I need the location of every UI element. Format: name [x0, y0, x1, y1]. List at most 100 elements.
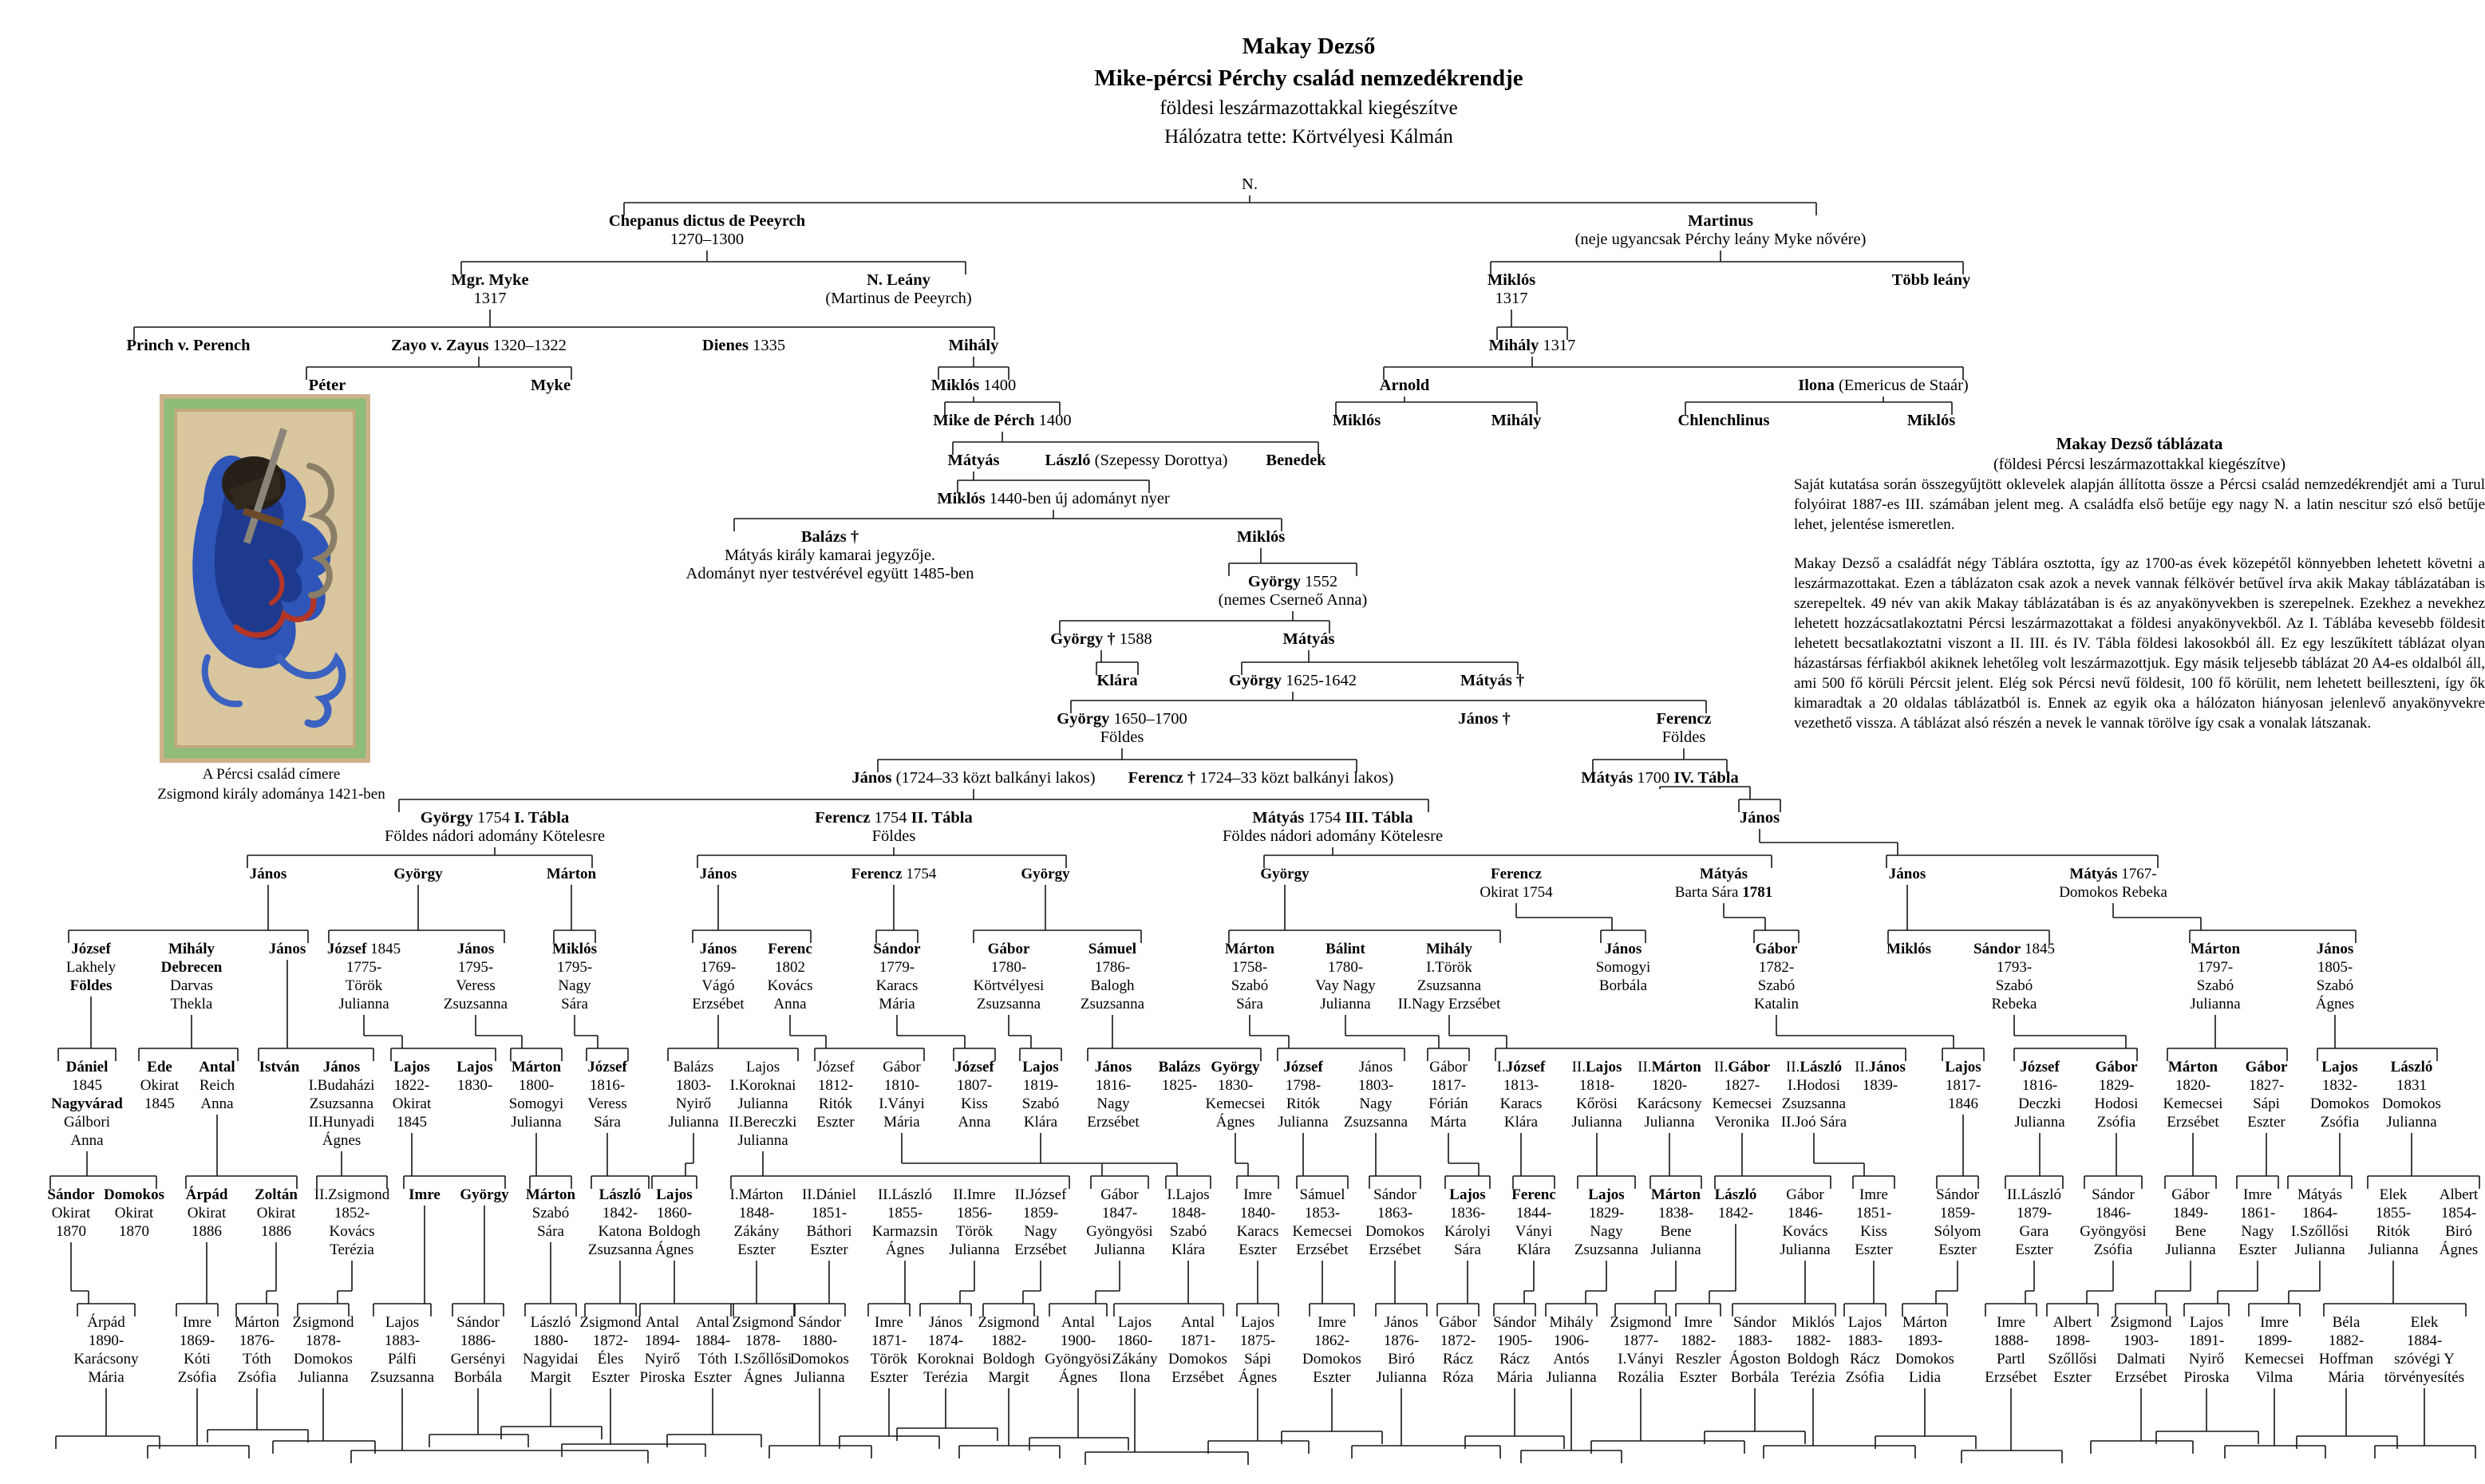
- person-node-d21: Lajos 1836- Károlyi Sára: [1444, 1186, 1491, 1258]
- person-node-c3: Antal Reich Anna: [199, 1059, 235, 1112]
- crest-caption-line1: A Pércsi család címere: [202, 766, 341, 783]
- person-node-d24: Márton 1838- Bene Julianna: [1650, 1186, 1701, 1258]
- person-node-u26: Balázs † Mátyás király kamarai jegyzője. A…: [685, 528, 974, 582]
- person-node-b2: Mihály Debrecen Darvas Thekla: [160, 941, 223, 1012]
- person-node-e10: Antal 1884- Tóth Eszter: [693, 1314, 732, 1386]
- person-node-u13: Myke: [530, 377, 571, 394]
- person-node-u34: György 1650–1700 Földes: [1057, 710, 1187, 746]
- person-node-u25: Miklós 1440-ben új adományt nyer: [937, 490, 1170, 507]
- person-node-d18: Imre 1840- Karacs Eszter: [1236, 1186, 1279, 1258]
- chart-title-credit: Hálózatra tette: Körtvélyesi Kálmán: [1164, 126, 1453, 148]
- person-node-e7: László 1880- Nagyidai Margit: [523, 1314, 579, 1386]
- person-node-c29: József 1816- Deczki Julianna: [2014, 1059, 2065, 1131]
- person-node-c22: I.József 1813- Karacs Klára: [1496, 1059, 1546, 1131]
- person-node-u1: Chepanus dictus de Peeyrch 1270–1300: [608, 212, 806, 248]
- person-node-c8: Márton 1800- Somogyi Julianna: [508, 1059, 564, 1131]
- description-paragraph-2: Makay Dezső a családfát négy Táblára osz…: [1794, 555, 2485, 732]
- person-node-b13: Bálint 1780- Vay Nagy Julianna: [1315, 941, 1376, 1012]
- person-node-u32: György 1625-1642: [1229, 672, 1357, 689]
- person-node-d30: Sándor 1846- Gyöngyösi Zsófia: [2080, 1186, 2147, 1258]
- person-node-n0: N.: [1242, 176, 1258, 193]
- person-node-d3: Árpád Okirat 1886: [185, 1186, 228, 1240]
- person-node-u24: Benedek: [1266, 452, 1326, 469]
- person-node-c1: Dániel 1845 Nagyvárad Gálbori Anna: [51, 1059, 123, 1149]
- person-node-a9: Mátyás Barta Sára 1781: [1674, 866, 1773, 901]
- chart-title-main: Mike-pércsi Pérchy család nemzedékrendje: [1094, 65, 1523, 91]
- crest-caption: A Pércsi család címere Zsigmond király a…: [112, 764, 431, 804]
- person-node-b7: János 1769- Vágó Erzsébet: [692, 941, 745, 1012]
- person-node-c6: Lajos 1822- Okirat 1845: [392, 1059, 432, 1131]
- person-node-d32: Imre 1861- Nagy Eszter: [2238, 1186, 2277, 1258]
- person-node-b6: Miklós 1795- Nagy Sára: [552, 941, 597, 1012]
- person-node-u11: Mihály 1317: [1488, 337, 1576, 354]
- person-node-e19: Lajos 1875- Sápi Ágnes: [1238, 1314, 1278, 1386]
- person-node-d15: II.József 1859- Nagy Erzsébet: [1014, 1186, 1067, 1258]
- person-node-c4: István: [259, 1059, 300, 1076]
- person-node-u3: Mgr. Myke 1317: [451, 271, 529, 307]
- person-node-e29: Lajos 1883- Rácz Zsófia: [1845, 1314, 1885, 1386]
- chart-title-author: Makay Dezső: [1242, 34, 1376, 59]
- person-node-d11: I.Márton 1848- Zákány Eszter: [729, 1186, 784, 1258]
- person-node-c21: Gábor 1817- Fórián Márta: [1428, 1059, 1468, 1131]
- person-node-c32: Gábor 1827- Sápi Eszter: [2245, 1059, 2288, 1131]
- person-node-c14: József 1807- Kiss Anna: [954, 1059, 994, 1131]
- person-node-d31: Gábor 1849- Bene Julianna: [2165, 1186, 2216, 1258]
- person-node-e16: Antal 1900- Gyöngyösi Ágnes: [1045, 1314, 1112, 1386]
- person-node-a5: Ferencz 1754: [851, 866, 937, 882]
- person-node-b18: Sándor 1845 1793- Szabó Rebeka: [1973, 941, 2055, 1012]
- person-node-u39: Mátyás 1700 IV. Tábla: [1581, 769, 1739, 787]
- person-node-e34: Lajos 1891- Nyirő Piroska: [2183, 1314, 2230, 1386]
- person-node-b10: Gábor 1780- Körtvélyesi Zsuzsanna: [973, 941, 1045, 1012]
- person-node-e3: Márton 1876- Tóth Zsófia: [235, 1314, 279, 1386]
- person-node-b3: János: [268, 941, 306, 957]
- person-node-u31: Klára: [1096, 672, 1138, 689]
- description-title: Makay Dezső táblázata: [2056, 434, 2223, 453]
- person-node-u28: György 1552 (nemes Cserneő Anna): [1218, 573, 1368, 609]
- person-node-e12: Sándor 1880- Domokos Julianna: [790, 1314, 849, 1386]
- person-node-d17: I.Lajos 1848- Szabó Klára: [1167, 1186, 1210, 1258]
- person-node-c5: János I.Budaházi Zsuzsanna II.Hunyadi Ágnes: [308, 1059, 375, 1149]
- person-node-u43: János: [1739, 809, 1780, 827]
- person-node-d33: Mátyás 1864- I.Szőllősi Julianna: [2290, 1186, 2349, 1258]
- person-node-b16: Gábor 1782- Szabó Katalin: [1754, 941, 1799, 1012]
- person-node-b9: Sándor 1779- Karacs Mária: [873, 941, 921, 1012]
- person-node-u6: Több leány: [1891, 271, 1971, 289]
- person-node-u5: Miklós 1317: [1487, 271, 1536, 307]
- description-subtitle: (földesi Pércsi leszármazottakkal kiegés…: [1993, 456, 2285, 473]
- person-node-c18: György 1830- Kemecsei Ágnes: [1205, 1059, 1266, 1131]
- person-node-e5: Lajos 1883- Pálfi Zsuzsanna: [369, 1314, 435, 1386]
- person-node-u22: Mátyás: [947, 452, 1000, 469]
- person-node-u14: Miklós 1400: [930, 377, 1017, 394]
- person-node-a3: Márton: [546, 866, 597, 882]
- description-paragraph-1: Saját kutatása során összegyűjtött oklev…: [1794, 476, 2485, 533]
- person-node-c33: Lajos 1832- Domokos Zsófia: [2310, 1059, 2369, 1131]
- person-node-e25: Zsigmond 1877- I.Ványi Rozália: [1610, 1314, 1672, 1386]
- description-panel: Makay Dezső táblázata (földesi Pércsi le…: [1794, 433, 2485, 733]
- person-node-e11: Zsigmond 1878- I.Szőllősi Ágnes: [732, 1314, 794, 1386]
- person-node-e20: Imre 1862- Domokos Eszter: [1302, 1314, 1361, 1386]
- person-node-d34: Elek 1855- Ritók Julianna: [2368, 1186, 2419, 1258]
- person-node-e32: Albert 1898- Szőllősi Eszter: [2048, 1314, 2097, 1386]
- person-node-e15: Zsigmond 1882- Boldogh Margit: [978, 1314, 1040, 1386]
- person-node-c17: Balázs 1825-: [1158, 1059, 1201, 1094]
- person-node-b17: Miklós: [1886, 941, 1931, 957]
- family-crest-image: [160, 394, 370, 763]
- person-node-d25: László 1842-: [1714, 1186, 1757, 1222]
- person-node-c13: Gábor 1810- I.Ványi Mária: [879, 1059, 925, 1131]
- person-node-u33: Mátyás †: [1460, 672, 1525, 689]
- person-node-u35: János †: [1458, 710, 1511, 728]
- person-node-d6: Imre: [409, 1186, 441, 1203]
- person-node-b8: Ferenc 1802 Kovács Anna: [767, 941, 813, 1012]
- person-node-d14: II.Imre 1856- Török Julianna: [949, 1186, 1000, 1258]
- person-node-e8: Zsigmond 1872- Éles Eszter: [579, 1314, 642, 1386]
- person-node-d35: Albert 1854- Biró Ágnes: [2439, 1186, 2479, 1258]
- person-node-c30: Gábor 1829- Hodosi Zsófia: [2094, 1059, 2139, 1131]
- person-node-u30: Mátyás: [1282, 630, 1335, 648]
- person-node-b20: János 1805- Szabó Ágnes: [2315, 941, 2355, 1012]
- connector-path: [49, 195, 2480, 1465]
- person-node-d9: László 1842- Katona Zsuzsanna: [587, 1186, 653, 1258]
- person-node-a11: Mátyás 1767- Domokos Rebeka: [2059, 866, 2167, 901]
- person-node-u18: Miklós: [1332, 412, 1381, 429]
